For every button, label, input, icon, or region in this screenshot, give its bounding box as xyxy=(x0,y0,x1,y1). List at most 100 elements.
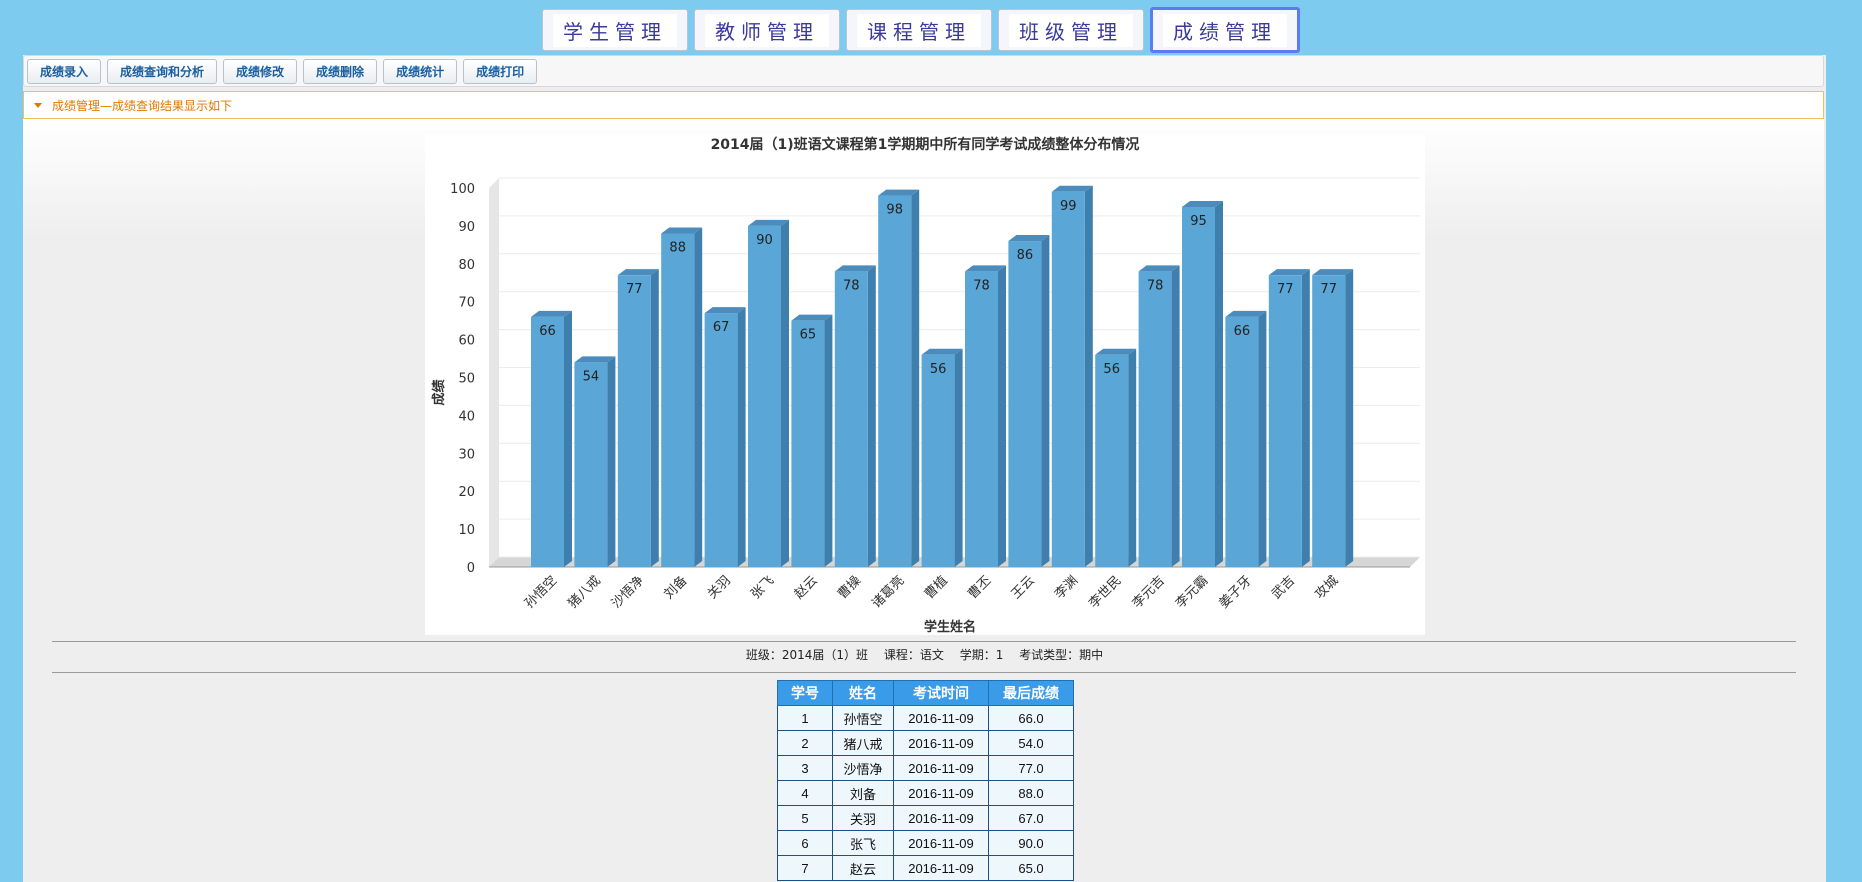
bar-top xyxy=(748,219,789,226)
table-row: 3 沙悟净 2016-11-09 77.0 xyxy=(777,755,1074,781)
cell-exam-time: 2016-11-09 xyxy=(893,805,989,831)
bar-value-label: 77 xyxy=(1277,282,1294,297)
chart-title: 2014届（1)班语文课程第1学期期中所有同学考试成绩整体分布情况 xyxy=(711,136,1140,153)
col-header-id: 学号 xyxy=(777,680,833,706)
cell-final-score: 77.0 xyxy=(988,755,1074,781)
score-entry-button[interactable]: 成绩录入 xyxy=(27,58,102,84)
y-tick-label: 20 xyxy=(458,485,475,500)
score-edit-button[interactable]: 成绩修改 xyxy=(223,58,298,84)
col-header-name: 姓名 xyxy=(832,680,894,706)
bar-top xyxy=(878,189,920,196)
cell-exam-time: 2016-11-09 xyxy=(893,830,989,856)
y-tick-label: 60 xyxy=(458,334,475,349)
bar-top xyxy=(1008,235,1050,242)
y-tick-label: 40 xyxy=(458,409,475,424)
table-row: 2 猪八戒 2016-11-09 54.0 xyxy=(777,730,1074,756)
bar xyxy=(878,189,920,567)
chart-side-wall xyxy=(489,178,499,567)
col-header-exam-time: 考试时间 xyxy=(893,680,989,706)
bar xyxy=(574,356,616,567)
bar-side xyxy=(1215,200,1223,567)
x-tick-label: 猪八戒 xyxy=(566,573,604,611)
y-tick-label: 90 xyxy=(458,220,475,235)
cell-exam-time: 2016-11-09 xyxy=(893,755,989,781)
bar-side xyxy=(1128,348,1137,567)
bar-side xyxy=(737,307,746,567)
query-info: 班级：2014届（1）班 课程：语文 学期：1 考试类型：期中 xyxy=(23,646,1826,663)
bar-side xyxy=(1301,269,1310,567)
cell-name: 孙悟空 xyxy=(832,705,894,731)
bar-top xyxy=(1268,269,1310,276)
collapse-triangle-icon[interactable] xyxy=(34,102,42,108)
bar-value-label: 66 xyxy=(539,324,556,339)
main-panel: 成绩录入 成绩查询和分析 成绩修改 成绩删除 成绩统计 成绩打印 成绩管理—成绩… xyxy=(23,55,1826,882)
score-delete-button[interactable]: 成绩删除 xyxy=(303,58,378,84)
bar-front xyxy=(1225,316,1259,567)
bar xyxy=(748,219,789,567)
bar-top xyxy=(1225,310,1267,317)
tab-score-management[interactable]: 成绩管理 xyxy=(1150,7,1300,53)
x-tick-label: 李世民 xyxy=(1086,573,1124,611)
bar-side xyxy=(867,265,876,567)
bar-side xyxy=(564,310,572,567)
x-axis-label: 学生姓名 xyxy=(924,619,976,635)
cell-name: 刘备 xyxy=(832,780,894,806)
x-tick-label: 攻城 xyxy=(1313,573,1342,602)
top-nav: 学生管理 教师管理 课程管理 班级管理 成绩管理 xyxy=(542,7,1300,55)
bar-value-label: 99 xyxy=(1060,199,1077,214)
tab-class-management[interactable]: 班级管理 xyxy=(998,9,1144,51)
bar-front xyxy=(574,362,608,567)
bar xyxy=(965,265,1006,567)
y-tick-label: 10 xyxy=(458,523,475,538)
x-tick-label: 王云 xyxy=(1009,573,1038,602)
cell-exam-time: 2016-11-09 xyxy=(893,730,989,756)
bar-top xyxy=(1182,200,1223,207)
bar-top xyxy=(1095,348,1137,355)
cell-id: 1 xyxy=(777,705,833,731)
toolbar: 成绩录入 成绩查询和分析 成绩修改 成绩删除 成绩统计 成绩打印 xyxy=(23,55,1824,87)
bar-front xyxy=(748,225,781,567)
x-tick-label: 曹丕 xyxy=(965,573,994,602)
bar-front xyxy=(1138,271,1172,567)
bar-side xyxy=(1258,310,1267,567)
bar-top xyxy=(617,269,659,276)
bar-top xyxy=(531,310,572,317)
bar-side xyxy=(911,189,920,567)
bar-value-label: 78 xyxy=(1147,278,1164,293)
bar-value-label: 86 xyxy=(1017,248,1034,263)
cell-final-score: 88.0 xyxy=(988,780,1074,806)
score-statistics-button[interactable]: 成绩统计 xyxy=(383,58,458,84)
bar-value-label: 95 xyxy=(1190,214,1207,229)
cell-id: 2 xyxy=(777,730,833,756)
score-print-button[interactable]: 成绩打印 xyxy=(463,58,538,84)
bar-value-label: 78 xyxy=(843,278,860,293)
bar-side xyxy=(650,269,659,567)
cell-final-score: 67.0 xyxy=(988,805,1074,831)
bar-top xyxy=(965,265,1006,272)
x-tick-label: 沙悟净 xyxy=(609,573,647,611)
x-tick-label: 曹操 xyxy=(834,573,864,603)
table-header-row: 学号 姓名 考试时间 最后成绩 xyxy=(777,680,1074,706)
bar xyxy=(1268,269,1310,567)
bar-value-label: 54 xyxy=(583,369,600,384)
x-tick-label: 李元吉 xyxy=(1130,573,1168,611)
tab-student-management[interactable]: 学生管理 xyxy=(542,9,688,51)
cell-final-score: 66.0 xyxy=(988,705,1074,731)
bar-side xyxy=(1345,269,1354,567)
score-chart: 2014届（1)班语文课程第1学期期中所有同学考试成绩整体分布情况 0 10 20 30… xyxy=(425,135,1425,635)
bar-front xyxy=(965,271,998,567)
tab-course-management[interactable]: 课程管理 xyxy=(846,9,992,51)
bar-side xyxy=(781,219,789,567)
x-tick-label: 姜子牙 xyxy=(1217,573,1255,611)
bar-top xyxy=(834,265,876,272)
bar-side xyxy=(607,356,616,567)
bar-top xyxy=(1312,269,1354,276)
bar xyxy=(617,269,659,567)
info-term: 学期：1 xyxy=(959,648,1004,662)
bar xyxy=(1138,265,1180,567)
tab-teacher-management[interactable]: 教师管理 xyxy=(694,9,840,51)
cell-final-score: 65.0 xyxy=(988,855,1074,881)
bar xyxy=(1095,348,1137,567)
info-exam-type: 考试类型：期中 xyxy=(1019,648,1104,662)
score-query-analysis-button[interactable]: 成绩查询和分析 xyxy=(107,58,218,84)
